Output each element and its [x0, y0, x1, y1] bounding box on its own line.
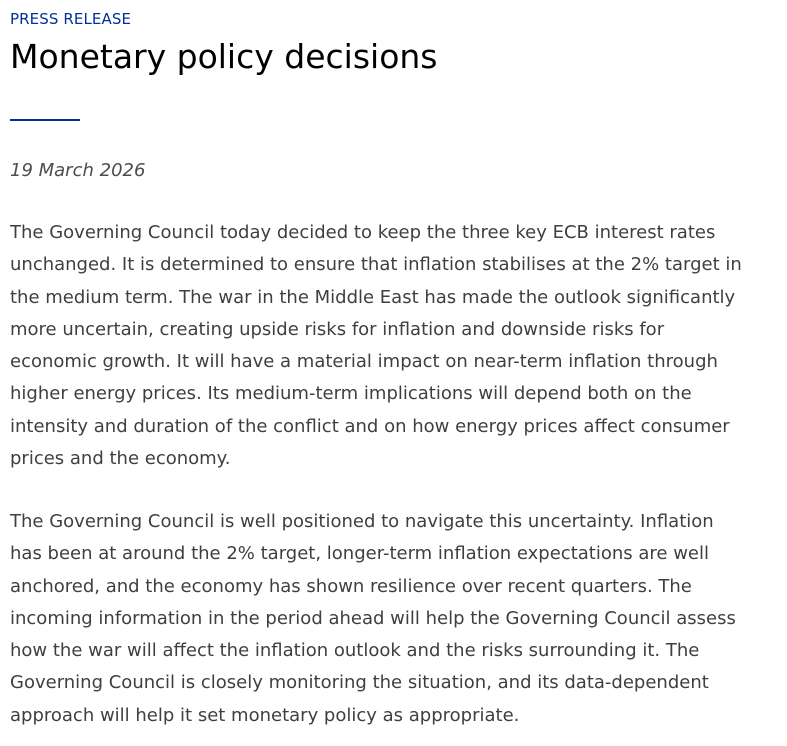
paragraph-line: approach will help it set monetary polic…	[10, 704, 520, 726]
paragraph-line: anchored, and the economy has shown resi…	[10, 575, 692, 597]
paragraph-line: has been at around the 2% target, longer…	[10, 543, 709, 565]
page-title: Monetary policy decisions	[10, 37, 438, 76]
title-underline-divider	[10, 119, 80, 121]
paragraph-line: intensity and duration of the conflict a…	[10, 415, 730, 437]
paragraph-line: prices and the economy.	[10, 448, 231, 470]
paragraph-line: Governing Council is closely monitoring …	[10, 672, 709, 694]
publication-date: 19 March 2026	[10, 160, 146, 181]
paragraph-line: how the war will affect the inflation ou…	[10, 640, 700, 662]
paragraph-1: The Governing Council today decided to k…	[10, 217, 780, 475]
paragraph-line: unchanged. It is determined to ensure th…	[10, 254, 742, 276]
paragraph-line: The Governing Council today decided to k…	[10, 222, 716, 243]
paragraph-2: The Governing Council is well positioned…	[10, 506, 780, 732]
paragraph-line: economic growth. It will have a material…	[10, 351, 718, 373]
press-release-label: PRESS RELEASE	[10, 10, 132, 28]
paragraph-line: the medium term. The war in the Middle E…	[10, 286, 736, 308]
paragraph-line: The Governing Council is well positioned…	[10, 511, 714, 532]
paragraph-line: higher energy prices. Its medium-term im…	[10, 383, 692, 405]
paragraph-line: incoming information in the period ahead…	[10, 607, 736, 629]
paragraph-line: more uncertain, creating upside risks fo…	[10, 318, 665, 340]
